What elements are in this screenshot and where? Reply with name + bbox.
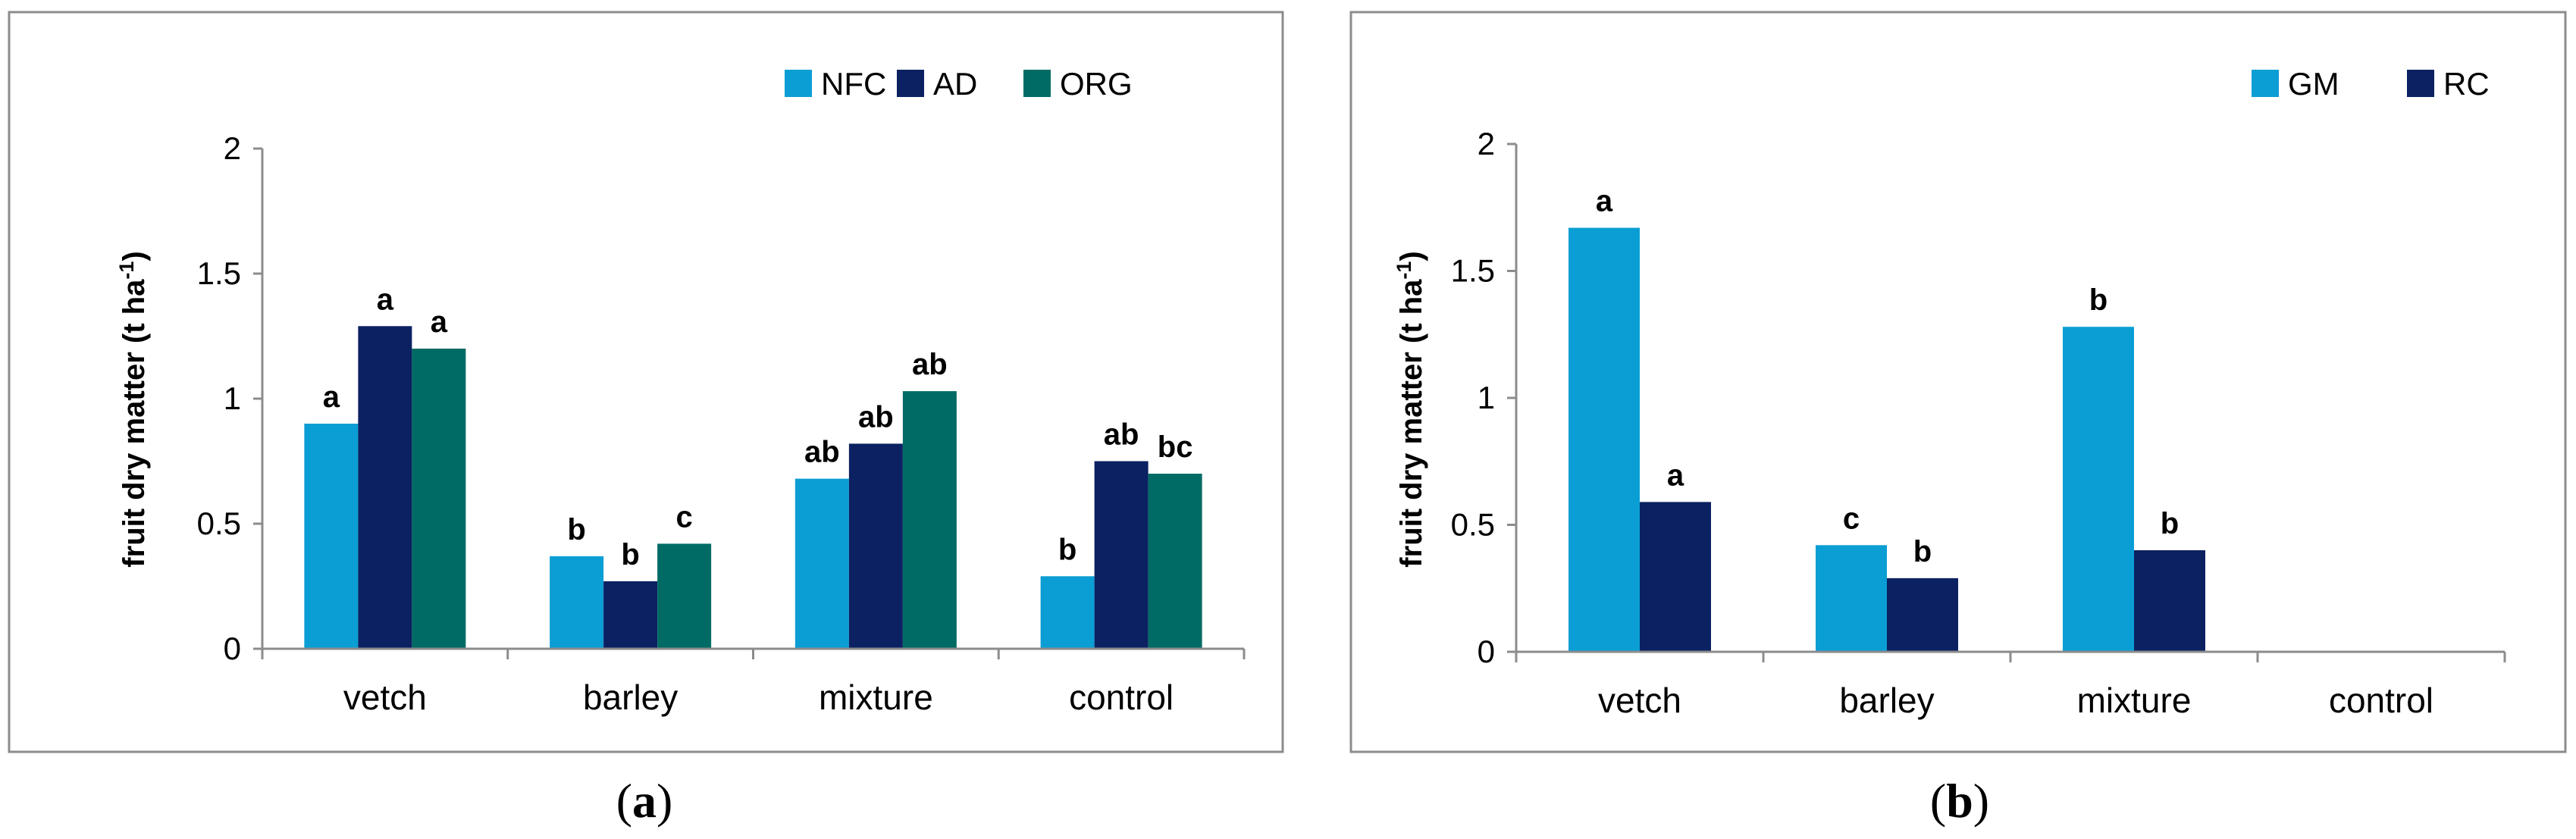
y-tick-label: 0.5 <box>1451 507 1495 543</box>
caption-b: (b) <box>1930 774 1989 828</box>
bar-nfc-barley <box>550 556 604 649</box>
legend-b: GM RC <box>2252 66 2490 102</box>
data-label: b <box>1913 535 1932 568</box>
y-tick-label: 1.5 <box>1451 253 1495 289</box>
x-tick-label: mixture <box>2077 681 2192 720</box>
x-tick-label: vetch <box>343 678 427 717</box>
y-axis-label-a: fruit dry matter (t ha-1) <box>115 251 151 567</box>
bar-ad-control <box>1094 461 1149 649</box>
x-tick-label: barley <box>583 678 678 717</box>
legend-label-ad: AD <box>933 66 977 102</box>
bar-gm-barley <box>1816 545 1887 652</box>
y-tick-label: 0 <box>1478 634 1495 669</box>
data-label: c <box>676 500 693 534</box>
bar-nfc-vetch <box>304 424 359 649</box>
y-axis-a: 0 0.5 1 1.5 2 <box>197 130 264 666</box>
x-tick-label: barley <box>1839 681 1934 720</box>
bar-org-control <box>1148 474 1202 649</box>
legend-label-org: ORG <box>1060 66 1133 102</box>
x-tick-label: vetch <box>1598 681 1681 720</box>
x-axis-b: vetch barley mixture control <box>1515 650 2506 720</box>
y-axis-b: 0 0.5 1 1.5 2 <box>1451 126 1518 669</box>
legend-swatch-ad <box>897 70 924 97</box>
data-label: b <box>2161 507 2179 540</box>
y-tick-label: 2 <box>1478 126 1495 161</box>
chart-panel-a: fruit dry matter (t ha-1) 00.511.52 aaab… <box>8 11 1284 828</box>
data-label: ab <box>912 348 948 381</box>
legend-label-gm: GM <box>2288 66 2339 102</box>
bars-b: a a c b b b <box>1568 185 2205 652</box>
data-label: a <box>431 305 448 339</box>
legend-swatch-gm <box>2252 70 2279 97</box>
bar-ad-mixture <box>848 443 903 649</box>
data-label: a <box>1667 459 1684 492</box>
data-label: b <box>1058 533 1076 566</box>
data-label: a <box>323 380 340 414</box>
bar-rc-barley <box>1887 578 1958 652</box>
data-label: ab <box>858 400 894 434</box>
bar-ad-vetch <box>358 326 412 649</box>
data-label: a <box>1596 185 1613 218</box>
y-tick-label: 0.5 <box>197 506 241 541</box>
data-label: bc <box>1158 430 1193 464</box>
chart-panel-b: fruit dry matter (t ha-1) 0 0.5 1 1.5 2 a a c b… <box>1349 11 2567 828</box>
legend-swatch-nfc <box>785 70 812 97</box>
x-axis-a: vetch barley mixture control <box>261 647 1246 717</box>
legend-swatch-rc <box>2407 70 2434 97</box>
bar-gm-vetch <box>1568 227 1640 652</box>
data-label: ab <box>1104 418 1139 452</box>
bar-org-mixture <box>902 391 957 649</box>
bar-ad-barley <box>603 581 658 649</box>
data-label: c <box>1843 502 1860 535</box>
bar-nfc-mixture <box>794 478 849 649</box>
caption-a: (a) <box>616 774 673 828</box>
y-tick-label: 1 <box>224 380 241 416</box>
legend-a: NFC AD ORG <box>785 66 1133 102</box>
x-tick-label: control <box>1069 678 1174 717</box>
data-label: b <box>2089 283 2107 317</box>
data-label: a <box>377 283 394 316</box>
bar-nfc-control <box>1040 576 1095 649</box>
legend-swatch-org <box>1023 70 1051 97</box>
bar-org-vetch <box>412 349 466 649</box>
x-tick-label: control <box>2329 681 2433 720</box>
legend-label-rc: RC <box>2443 66 2490 102</box>
legend-label-nfc: NFC <box>821 66 886 102</box>
bar-rc-vetch <box>1640 502 1711 652</box>
bar-gm-mixture <box>2063 327 2134 652</box>
bar-rc-mixture <box>2134 550 2205 652</box>
y-tick-label: 0 <box>224 631 241 666</box>
data-label: ab <box>804 436 840 469</box>
y-tick-label: 2 <box>224 130 241 166</box>
y-tick-label: 1.5 <box>197 255 241 291</box>
x-tick-label: mixture <box>819 678 933 717</box>
bar-org-barley <box>657 543 712 649</box>
y-axis-label-b: fruit dry matter (t ha-1) <box>1393 251 1428 567</box>
y-tick-label: 1 <box>1478 380 1495 415</box>
data-label: b <box>567 513 585 546</box>
data-label: b <box>621 538 639 571</box>
